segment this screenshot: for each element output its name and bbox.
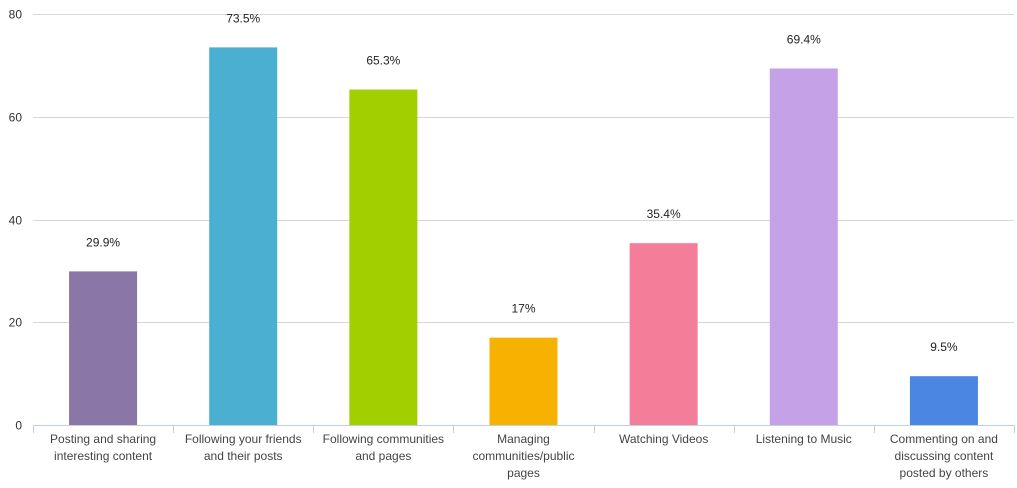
bar	[909, 376, 978, 425]
x-tick-label: and pages	[355, 449, 411, 463]
data-labels: 29.9% 73.5% 65.3% 17% 35.4% 69.4% 9.5%	[86, 11, 958, 354]
data-label: 69.4%	[787, 32, 821, 46]
x-tick-label: communities/public	[472, 449, 574, 463]
y-tick-label: 40	[9, 214, 23, 228]
y-axis-ticks: 0 20 40 60 80	[9, 8, 23, 433]
x-tick-label: Following communities	[323, 432, 444, 446]
x-tick-label: posted by others	[900, 466, 989, 480]
bar	[629, 243, 698, 425]
bar	[349, 89, 418, 426]
bars	[69, 47, 978, 426]
x-tick-label: interesting content	[54, 449, 153, 463]
y-tick-label: 20	[9, 316, 23, 330]
data-label: 73.5%	[226, 11, 260, 25]
x-axis: Posting and sharing interesting content Fo…	[33, 425, 1015, 480]
y-tick-label: 80	[9, 8, 23, 22]
x-tick-label: Following your friends	[185, 432, 302, 446]
x-tick-label: Commenting on and	[890, 432, 998, 446]
bar	[209, 47, 278, 426]
x-tick-label: Listening to Music	[756, 432, 852, 446]
x-tick-label: and their posts	[204, 449, 283, 463]
y-tick-label: 60	[9, 111, 23, 125]
bar	[769, 68, 838, 426]
y-tick-label: 0	[15, 419, 22, 433]
x-tick-label: Managing	[497, 432, 550, 446]
gridlines	[33, 14, 1014, 323]
bar	[489, 337, 558, 425]
data-label: 9.5%	[930, 340, 958, 354]
x-tick-label: pages	[507, 466, 540, 480]
data-label: 29.9%	[86, 235, 120, 249]
data-label: 35.4%	[647, 207, 681, 221]
x-tick-label: Posting and sharing	[50, 432, 156, 446]
x-tick-label: Watching Videos	[619, 432, 708, 446]
bar	[69, 271, 138, 425]
data-label: 65.3%	[366, 54, 400, 68]
data-label: 17%	[511, 302, 535, 316]
x-tick-label: discussing content	[895, 449, 994, 463]
